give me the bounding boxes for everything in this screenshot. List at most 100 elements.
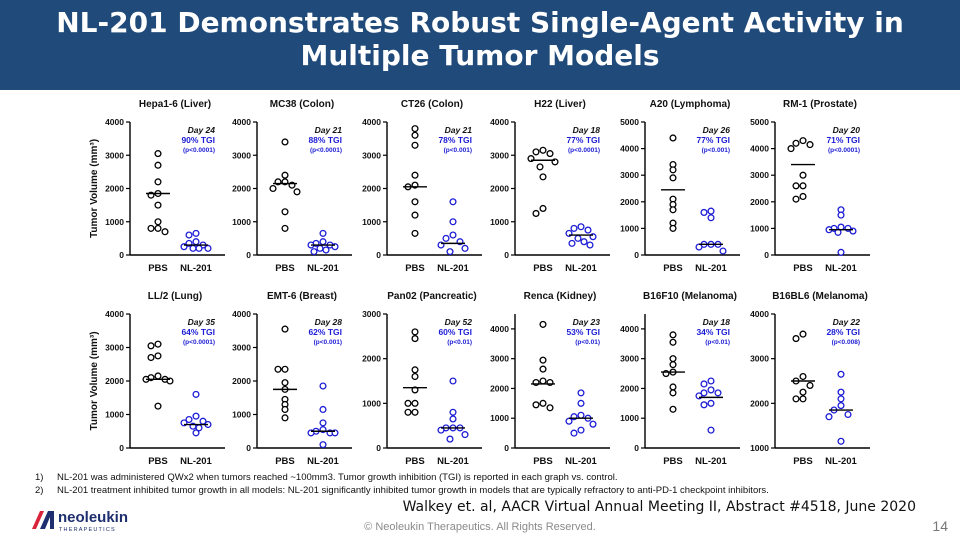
pbs-data-point [806,141,814,149]
pbs-data-point [281,208,289,216]
nl201-data-point [204,244,212,252]
x-category-label: PBS [663,263,683,274]
annotation-p-value: (p<0.0001) [828,147,860,154]
annotation-day: Day 21 [445,125,473,135]
annotation-day: Day 23 [573,317,601,327]
x-category-label: PBS [533,263,553,274]
copyright: © Neoleukin Therapeutics. All Rights Res… [364,521,596,533]
annotation-tgi: 60% TGI [438,327,472,337]
y-tick-label: 1000 [105,410,124,420]
pbs-data-point [281,379,289,387]
pbs-data-point [411,131,419,139]
nl201-data-point [319,441,327,449]
y-tick-label: 0 [634,443,639,453]
pbs-data-point [669,383,677,391]
chart-panel: MC38 (Colon) 0 1000 2000 3000 4000 PBS NL-201 Da… [232,99,352,274]
x-category-label: NL-201 [180,263,212,274]
pbs-data-point [281,405,289,414]
pbs-data-point [161,228,169,236]
pbs-data-point [154,161,162,169]
y-tick-label: 2000 [620,197,639,207]
nl201-data-point [707,399,715,407]
pbs-data-point [154,150,162,158]
pbs-data-point [147,353,155,362]
x-category-label: NL-201 [825,263,857,274]
pbs-data-point [411,125,419,133]
nl201-data-point [319,382,327,390]
nl201-data-point [192,429,200,437]
pbs-data-point [532,209,540,217]
pbs-data-point [539,356,547,364]
x-category-label: NL-201 [565,456,597,467]
x-category-label: PBS [148,263,168,274]
y-tick-label: 4000 [620,324,639,334]
nl201-data-point [837,211,845,219]
nl201-data-point [837,248,845,256]
pbs-data-point [669,338,677,346]
pbs-data-point [154,178,162,186]
y-tick-label: 0 [634,250,639,260]
nl201-data-point [707,207,715,215]
x-category-label: NL-201 [307,263,339,274]
pbs-data-point [293,188,301,196]
y-tick-label: 0 [246,250,251,260]
pbs-data-point [669,206,677,214]
page-number: 14 [932,518,948,534]
pbs-data-point [154,340,162,348]
nl201-data-point [577,223,585,231]
pbs-data-point [411,408,419,416]
pbs-data-point [154,201,162,209]
pbs-data-point [799,388,807,396]
y-tick-label: 3000 [362,309,381,319]
annotation-day: Day 52 [445,317,473,327]
nl201-data-point [837,437,845,445]
x-category-label: PBS [148,456,168,467]
chart-panel: EMT-6 (Breast) 0 1000 2000 3000 4000 PBS NL-201… [232,291,352,467]
y-tick-label: 1000 [362,398,381,408]
logo-mark-icon [32,511,44,529]
x-category-label: NL-201 [437,456,469,467]
chart-panel: CT26 (Colon) 0 1000 2000 3000 4000 PBS NL-201 Da… [362,99,482,274]
chart-panel: B16BL6 (Melanoma) 1000 2000 3000 4000 PBS NL-2… [750,291,870,467]
y-tick-label: 1000 [490,217,509,227]
annotation-tgi: 90% TGI [181,135,215,145]
nl201-data-point [446,435,454,443]
footnote-text: NL-201 treatment inhibited tumor growth … [57,484,769,496]
pbs-data-point [411,328,419,336]
nl201-data-point [449,218,457,226]
pbs-data-point [539,173,547,181]
nl201-data-point [825,413,833,421]
y-tick-label: 4000 [490,324,509,334]
nl201-data-point [322,246,330,254]
y-tick-label: 0 [504,443,509,453]
nl201-data-point [700,380,708,388]
annotation-p-value: (p<0.01) [705,339,730,346]
annotation-day: Day 21 [315,125,343,135]
citation: Walkey et. al, AACR Virtual Annual Meeti… [402,499,916,515]
pbs-data-point [532,401,540,409]
logo-wordmark: neoleukin [58,509,128,526]
nl201-data-point [192,229,200,237]
title-bar [0,0,960,90]
annotation-tgi: 77% TGI [566,135,600,145]
pbs-data-point [411,399,419,407]
x-category-label: PBS [533,456,553,467]
y-tick-label: 1000 [750,223,769,233]
pbs-data-point [154,352,162,360]
chart-title: B16F10 (Melanoma) [643,291,737,302]
annotation-p-value: (p<0.001) [444,147,472,154]
nl201-data-point [574,234,582,242]
chart-title: MC38 (Colon) [270,99,334,110]
chart-title: CT26 (Colon) [401,99,463,110]
nl201-data-point [700,208,708,216]
x-category-label: PBS [663,456,683,467]
y-tick-label: 1000 [750,443,769,453]
y-tick-label: 3000 [105,343,124,353]
nl201-data-point [185,231,193,239]
chart-title: LL/2 (Lung) [148,291,202,302]
nl201-data-point [461,431,469,439]
y-tick-label: 3000 [490,150,509,160]
nl201-data-point [195,244,203,252]
x-category-label: NL-201 [437,263,469,274]
